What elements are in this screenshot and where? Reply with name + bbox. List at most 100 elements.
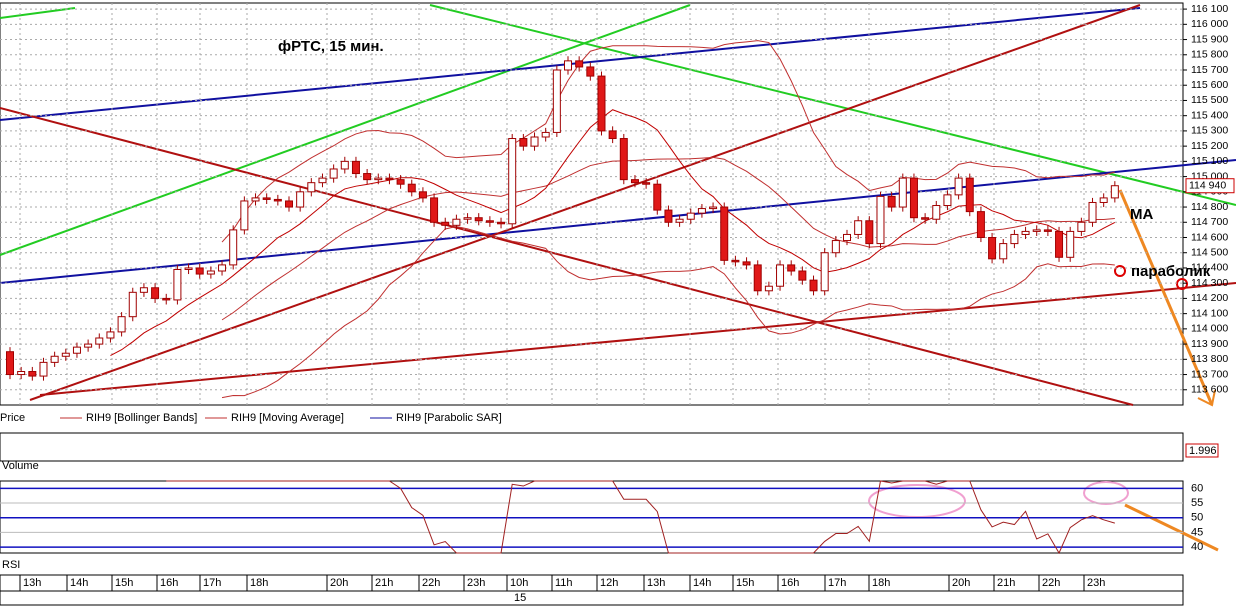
x-tick-label: 10h [510,577,528,589]
panel-label: Volume [2,460,39,472]
x-tick-label: 11h [555,577,573,589]
candle-body [932,205,941,220]
x-tick-label: 15h [115,577,133,589]
chart-title: фРТС, 15 мин. [278,38,384,55]
candle-body [307,182,316,193]
trendlines [0,4,1236,552]
x-tick-label: 12h [600,577,618,589]
candle-body [296,191,305,208]
last-price-label: 114 940 [1189,180,1226,192]
candle-body [28,371,37,377]
y-tick-label: 114 400 [1191,262,1228,274]
candle-body [776,264,785,287]
x-tick-label: 15h [736,577,754,589]
candle-body [820,252,829,292]
candle-body [1066,230,1075,258]
bollinger-mid [221,156,1115,321]
candle-body [887,195,896,208]
rsi-tick-label: 40 [1191,541,1203,553]
candle-body [608,130,617,140]
candle-body [463,217,472,220]
y-tick-label: 114 700 [1191,216,1228,228]
candle-body [630,179,639,184]
time-axis [0,574,1184,606]
candle-body [709,206,718,210]
candle-body [1099,197,1108,203]
x-tick-label: 16h [160,577,178,589]
y-tick-label: 116 000 [1191,18,1228,30]
annotation: MA [1130,206,1153,223]
candle-body [508,138,517,225]
annotation: параболик [1131,263,1211,280]
candle-body [139,287,148,293]
candle-body [809,279,818,292]
y-tick-label: 113 700 [1191,368,1228,380]
candle-body [396,179,405,185]
x-tick-label: 13h [647,577,665,589]
x-tick-label: 17h [203,577,221,589]
candle-body [564,60,572,71]
y-tick-label: 114 500 [1191,247,1228,259]
rsi-line [166,480,1115,555]
x-tick-label: 18h [872,577,890,589]
candle-body [764,285,773,292]
candle-body [329,168,338,179]
y-tick-label: 113 800 [1191,353,1228,365]
candle-body [229,229,238,266]
candle-body [407,183,416,193]
candle-body [909,177,918,219]
rsi-tick-label: 45 [1191,526,1203,538]
candle-body [519,138,528,147]
candle-body [251,197,260,202]
candle-body [318,177,327,184]
candle-body [898,177,907,208]
candle-body [999,243,1008,260]
candle-body [84,343,93,348]
candle-body [575,60,584,68]
candle-body [976,211,985,238]
rsi-tick-label: 50 [1191,512,1203,524]
candle-body [798,270,807,281]
x-tick-label: 22h [1042,577,1060,589]
legend-label: RIH9 [Bollinger Bands] [86,412,197,424]
candle-body [6,351,14,376]
candle-body [162,297,171,301]
legend-label: Price [0,412,25,424]
y-tick-label: 114 800 [1191,201,1228,213]
candle-body [39,361,48,377]
candle-body [921,217,930,220]
volume-last: 1.996 [1189,445,1217,457]
y-tick-label: 115 300 [1191,125,1228,137]
y-tick-label: 113 600 [1191,384,1228,396]
x-tick-label: 14h [693,577,711,589]
candle-body [1088,201,1097,223]
rsi-tick-label: 55 [1191,497,1203,509]
candle-body [753,264,762,292]
candle-body [117,316,126,333]
y-tick-label: 115 200 [1191,140,1228,152]
candle-body [128,291,137,318]
candle-body [72,346,81,354]
candle-body [340,160,349,170]
x-tick-label: 18h [250,577,268,589]
candle-body [441,221,450,226]
y-tick-label: 115 900 [1191,33,1228,45]
y-tick-label: 115 700 [1191,64,1228,76]
candle-body [1021,230,1030,235]
candle-body [452,218,461,226]
candle-body [1043,229,1052,232]
x-tick-label: 21h [375,577,393,589]
candle-body [541,131,550,138]
date-label: 15 [514,592,526,604]
candle-body [206,270,215,275]
candle-body [664,209,673,223]
y-tick-label: 114 100 [1191,307,1228,319]
candle-body [363,173,372,181]
y-tick-label: 114 200 [1191,292,1228,304]
candle-body [17,371,26,376]
candle-body [1032,229,1041,232]
candle-body [195,267,204,275]
candle-body [653,183,662,211]
volume-panel [0,432,1184,462]
